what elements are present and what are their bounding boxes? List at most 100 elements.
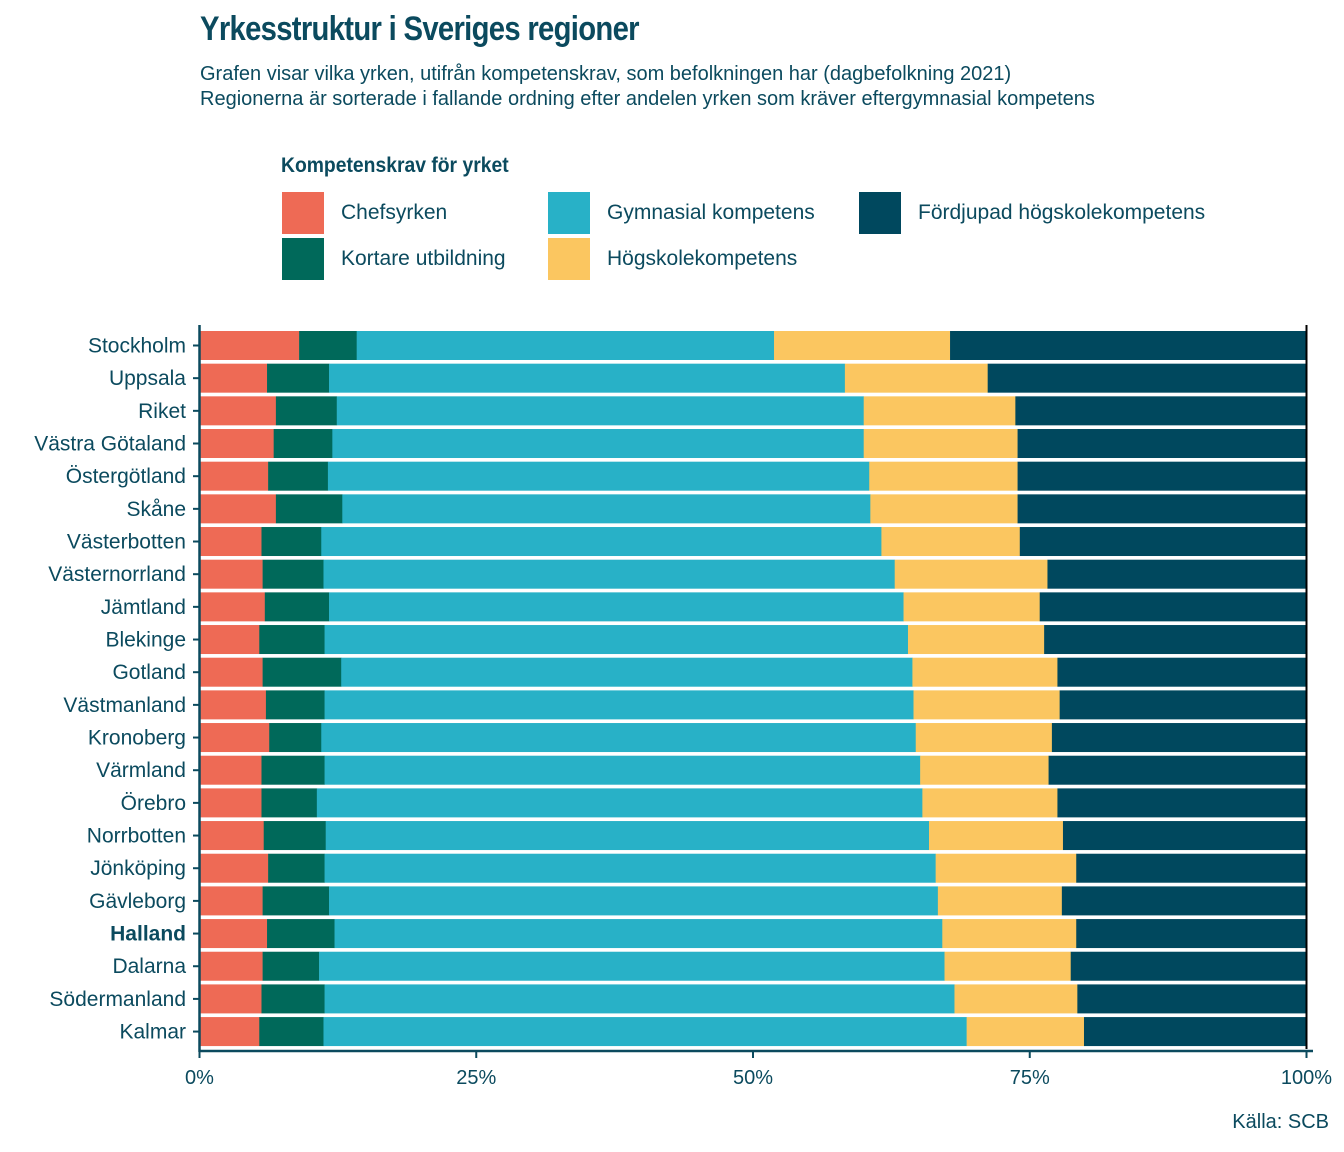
y-tick-label-blekinge: Blekinge [105,629,186,652]
bar-segment-vasternorrland-gymnasial-kompetens [323,559,895,589]
bar-segment-norrbotten-gymnasial-kompetens [325,821,930,851]
y-tick-label-ostergotland: Östergötland [66,465,186,488]
bar-segment-ostergotland-gymnasial-kompetens [327,461,870,491]
y-tick-label-vastra-gotaland: Västra Götaland [34,433,186,456]
bar-segment-jonkoping-fordjupad-hogskolekompetens [1076,853,1307,883]
legend-label: Kortare utbildning [341,247,506,270]
bar-segment-orebro-gymnasial-kompetens [316,788,923,818]
x-tick-label: 0% [185,1067,214,1089]
legend-label: Chefsyrken [341,201,448,224]
bars-group [199,331,1307,1047]
bar-segment-jamtland-hogskolekompetens [903,592,1041,622]
bar-segment-varmland-hogskolekompetens [920,755,1049,785]
bar-segment-ostergotland-hogskolekompetens [869,461,1018,491]
y-tick-label-vasterbotten: Västerbotten [67,531,186,554]
y-tick-label-dalarna: Dalarna [112,955,186,978]
bar-segment-gavleborg-kortare-utbildning [262,886,330,916]
bar-segment-stockholm-fordjupad-hogskolekompetens [950,331,1307,360]
bar-segment-kronoberg-kortare-utbildning [269,723,322,753]
bar-segment-stockholm-hogskolekompetens [774,331,951,360]
bar-segment-skane-chefsyrken [199,494,277,524]
bar-segment-jamtland-kortare-utbildning [264,592,330,622]
chart-title: Yrkesstruktur i Sveriges regioner [200,10,640,48]
x-tick-label: 100% [1281,1067,1332,1089]
bar-segment-gotland-gymnasial-kompetens [341,657,913,687]
bar-segment-vastra-gotaland-gymnasial-kompetens [332,429,865,459]
bar-segment-orebro-fordjupad-hogskolekompetens [1057,788,1307,818]
bar-segment-vastmanland-fordjupad-hogskolekompetens [1059,690,1307,720]
y-tick-label-halland: Halland [110,923,186,946]
bar-segment-kalmar-chefsyrken [199,1017,260,1047]
bar-segment-vastmanland-hogskolekompetens [913,690,1060,720]
bar-segment-vastra-gotaland-kortare-utbildning [273,429,333,459]
legend-label: Fördjupad högskolekompetens [918,201,1206,224]
x-tick-label: 50% [733,1067,773,1089]
bar-segment-kalmar-fordjupad-hogskolekompetens [1083,1017,1307,1047]
bar-segment-stockholm-gymnasial-kompetens [356,331,775,360]
bar-segment-orebro-chefsyrken [199,788,262,818]
legend-item-chefsyrken: Chefsyrken [282,192,447,234]
legend-label: Högskolekompetens [607,247,798,270]
bar-segment-jamtland-chefsyrken [199,592,266,622]
bar-segment-halland-kortare-utbildning [267,919,335,949]
bar-segment-vastra-gotaland-hogskolekompetens [863,429,1018,459]
bar-segment-norrbotten-kortare-utbildning [263,821,326,851]
chart-subtitle-line-1: Grafen visar vilka yrken, utifrån kompet… [200,63,1012,85]
bar-segment-ostergotland-chefsyrken [199,461,269,491]
y-tick-label-skane: Skåne [126,498,186,521]
legend-swatch-kortare-utbildning [282,238,324,280]
legend-swatch-fordjupad-hogskolekompetens [859,192,901,234]
legend-item-kortare-utbildning: Kortare utbildning [282,238,506,280]
bar-segment-jamtland-gymnasial-kompetens [329,592,904,622]
y-tick-label-varmland: Värmland [96,759,186,782]
bar-segment-dalarna-kortare-utbildning [262,951,320,981]
bar-segment-gotland-fordjupad-hogskolekompetens [1057,657,1307,687]
legend-title: Kompetenskrav för yrket [281,154,509,177]
bar-segment-norrbotten-fordjupad-hogskolekompetens [1062,821,1307,851]
bar-segment-gavleborg-fordjupad-hogskolekompetens [1061,886,1307,916]
bar-segment-jonkoping-hogskolekompetens [935,853,1077,883]
bar-segment-vasternorrland-hogskolekompetens [894,559,1048,589]
bar-segment-blekinge-kortare-utbildning [259,625,325,655]
bar-segment-varmland-chefsyrken [199,755,262,785]
bar-segment-kalmar-hogskolekompetens [966,1017,1085,1047]
bar-segment-sodermanland-gymnasial-kompetens [324,984,955,1014]
bar-segment-jamtland-fordjupad-hogskolekompetens [1039,592,1307,622]
y-tick-label-orebro: Örebro [121,792,186,815]
bar-segment-sodermanland-kortare-utbildning [261,984,325,1014]
bar-segment-vastmanland-gymnasial-kompetens [324,690,914,720]
bar-segment-vastmanland-kortare-utbildning [265,690,325,720]
bar-segment-vasterbotten-hogskolekompetens [881,527,1021,557]
bar-segment-dalarna-fordjupad-hogskolekompetens [1070,951,1307,981]
y-tick-label-norrbotten: Norrbotten [87,825,186,848]
bar-segment-varmland-kortare-utbildning [261,755,325,785]
y-tick-label-vasternorrland: Västernorrland [48,563,186,586]
bar-segment-gavleborg-hogskolekompetens [937,886,1063,916]
bar-segment-ostergotland-fordjupad-hogskolekompetens [1017,461,1307,491]
bar-segment-uppsala-kortare-utbildning [267,363,330,393]
bar-segment-blekinge-chefsyrken [199,625,260,655]
y-tick-label-gotland: Gotland [112,661,186,684]
bar-segment-jonkoping-chefsyrken [199,853,269,883]
bar-segment-kronoberg-gymnasial-kompetens [321,723,917,753]
x-tick-label: 25% [456,1067,496,1089]
bar-segment-halland-hogskolekompetens [942,919,1077,949]
bar-segment-dalarna-gymnasial-kompetens [319,951,945,981]
bar-segment-vasternorrland-fordjupad-hogskolekompetens [1047,559,1307,589]
bar-segment-skane-fordjupad-hogskolekompetens [1017,494,1307,524]
bar-segment-riket-chefsyrken [199,396,277,426]
bar-segment-vasternorrland-kortare-utbildning [262,559,324,589]
bar-segment-dalarna-chefsyrken [199,951,263,981]
bar-segment-kalmar-gymnasial-kompetens [323,1017,967,1047]
source-note: Källa: SCB [1232,1111,1329,1133]
y-tick-label-vastmanland: Västmanland [63,694,186,717]
bar-segment-vasterbotten-fordjupad-hogskolekompetens [1019,527,1307,557]
bar-segment-vasternorrland-chefsyrken [199,559,263,589]
bar-segment-kronoberg-fordjupad-hogskolekompetens [1051,723,1307,753]
y-tick-label-sodermanland: Södermanland [49,988,186,1011]
bar-segment-kalmar-kortare-utbildning [259,1017,324,1047]
bar-segment-jonkoping-gymnasial-kompetens [324,853,936,883]
bar-segment-vasterbotten-gymnasial-kompetens [321,527,882,557]
bar-segment-riket-gymnasial-kompetens [336,396,864,426]
